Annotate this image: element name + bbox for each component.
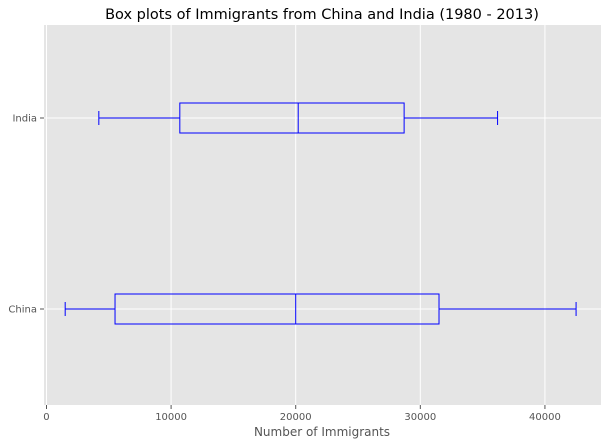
box-china bbox=[64, 293, 577, 325]
x-tick-label: 30000 bbox=[404, 412, 436, 423]
plot-background bbox=[44, 25, 601, 405]
y-axis-ticks: China India bbox=[8, 114, 44, 316]
box-india bbox=[98, 102, 499, 134]
x-tick-label: 10000 bbox=[155, 412, 187, 423]
y-tick-label: China bbox=[8, 305, 37, 316]
x-tick-label: 0 bbox=[43, 412, 49, 423]
x-axis-label: Number of Immigrants bbox=[254, 425, 390, 439]
chart-title: Box plots of Immigrants from China and I… bbox=[105, 7, 539, 23]
x-axis-ticks: 0 10000 20000 30000 40000 bbox=[43, 405, 561, 423]
boxes bbox=[64, 102, 577, 325]
y-tick-label: India bbox=[12, 114, 37, 125]
x-tick-label: 40000 bbox=[529, 412, 561, 423]
x-tick-label: 20000 bbox=[280, 412, 312, 423]
